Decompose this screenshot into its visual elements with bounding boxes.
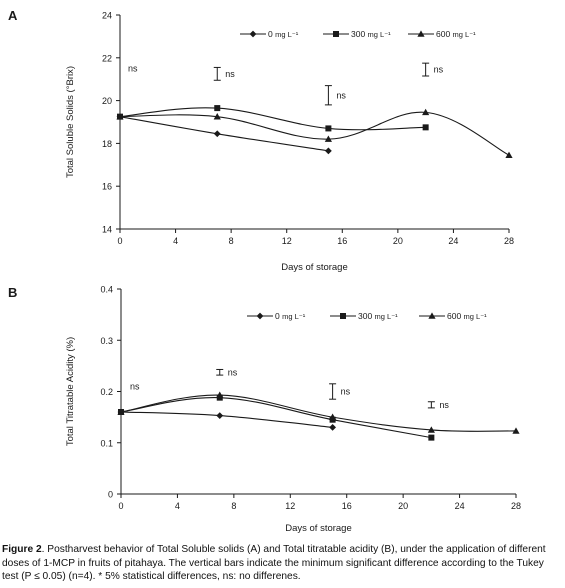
y-tick-label-1-2: 0.2 — [100, 387, 113, 397]
series-line-0-1 — [119, 107, 426, 131]
x-tick-label-0-0: 0 — [117, 236, 122, 246]
y-tick-label-0-1: 16 — [102, 182, 112, 192]
x-tick-label-1-3: 12 — [285, 501, 295, 511]
data-point-1-2-1 — [216, 391, 224, 398]
y-tick-label-0-5: 24 — [102, 11, 112, 21]
data-point-1-0-1 — [216, 412, 224, 419]
x-tick-label-1-0: 0 — [118, 501, 123, 511]
series-line-1-0 — [120, 411, 333, 428]
panel-label-B: B — [8, 285, 17, 300]
y-tick-label-0-4: 22 — [102, 53, 112, 63]
legend-label-0-2: 600 mg L⁻¹ — [436, 29, 476, 39]
annotation-0-0: ns — [128, 64, 138, 74]
data-point-1-2-4 — [512, 427, 520, 434]
chart-svg: A 14 16 18 20 22 24 0 4 8 12 16 20 24 28 Days of storag… — [8, 8, 521, 534]
data-point-0-2-4 — [505, 151, 513, 158]
data-point-1-1-3 — [428, 434, 435, 441]
error-bar-label-0-2: ns — [434, 65, 444, 75]
x-tick-label-0-1: 4 — [173, 236, 178, 246]
x-tick-label-1-6: 24 — [455, 501, 465, 511]
data-point-0-2-3 — [422, 108, 430, 116]
data-point-0-2-0 — [116, 113, 124, 120]
data-point-0-1-3 — [422, 124, 429, 131]
data-point-1-0-2 — [329, 423, 337, 431]
data-point-0-0-1 — [213, 130, 221, 138]
legend-label-1-2: 600 mg L⁻¹ — [447, 311, 487, 321]
y-tick-label-0-0: 14 — [102, 225, 112, 235]
y-tick-label-1-4: 0.4 — [100, 285, 113, 295]
data-point-1-2-0 — [117, 408, 125, 415]
caption-text: . Postharvest behavior of Total Soluble … — [2, 544, 546, 582]
y-tick-label-0-2: 18 — [102, 139, 112, 149]
x-tick-label-1-1: 4 — [175, 501, 180, 511]
y-axis-title-0: Total Soluble Solids (°Brix) — [65, 66, 76, 178]
x-tick-label-1-7: 28 — [511, 501, 521, 511]
legend-label-0-1: 300 mg L⁻¹ — [351, 29, 391, 39]
data-point-0-1-2 — [325, 125, 332, 132]
y-axis-title-1: Total Titratable Acidity (%) — [65, 337, 76, 446]
x-tick-label-1-2: 8 — [231, 501, 236, 511]
error-bar-label-0-1: ns — [336, 90, 346, 100]
legend-label-0-0: 0 mg L⁻¹ — [268, 29, 299, 39]
figure-caption: Figure 2. Postharvest behavior of Total … — [2, 543, 563, 584]
y-tick-label-1-0: 0 — [108, 490, 113, 500]
data-point-1-2-2 — [329, 413, 337, 420]
series-line-1-1 — [120, 397, 432, 439]
x-tick-label-0-4: 16 — [337, 236, 347, 246]
legend-label-1-0: 0 mg L⁻¹ — [275, 311, 306, 321]
panel-label-A: A — [8, 8, 18, 23]
x-tick-label-1-5: 20 — [398, 501, 408, 511]
x-tick-label-0-6: 24 — [448, 236, 458, 246]
y-tick-label-1-1: 0.1 — [100, 438, 113, 448]
legend-marker-0-1 — [333, 31, 339, 37]
legend-label-1-1: 300 mg L⁻¹ — [358, 311, 398, 321]
legend-marker-1-2 — [428, 312, 436, 319]
data-point-0-1-1 — [214, 105, 221, 112]
legend-marker-1-0 — [256, 312, 264, 320]
legend-marker-1-1 — [340, 313, 346, 319]
error-bar-label-0-0: ns — [225, 69, 235, 79]
caption-label: Figure 2 — [2, 544, 42, 555]
x-tick-label-0-3: 12 — [282, 236, 292, 246]
x-tick-label-1-4: 16 — [342, 501, 352, 511]
data-point-1-2-3 — [427, 426, 435, 433]
error-bar-label-1-1: ns — [341, 387, 351, 397]
x-tick-label-0-7: 28 — [504, 236, 514, 246]
y-tick-label-0-3: 20 — [102, 96, 112, 106]
legend-marker-0-2 — [417, 30, 425, 37]
series-line-0-0 — [119, 116, 329, 152]
x-axis-title-1: Days of storage — [285, 523, 352, 534]
y-tick-label-1-3: 0.3 — [100, 336, 113, 346]
annotation-1-0: ns — [130, 381, 140, 391]
error-bar-label-1-2: ns — [439, 400, 449, 410]
x-tick-label-0-2: 8 — [229, 236, 234, 246]
x-tick-label-0-5: 20 — [393, 236, 403, 246]
data-point-0-0-2 — [324, 147, 332, 155]
data-point-0-2-2 — [324, 135, 332, 142]
data-point-0-2-1 — [213, 113, 221, 120]
legend-marker-0-0 — [249, 30, 257, 38]
error-bar-label-1-0: ns — [228, 367, 238, 377]
x-axis-title-0: Days of storage — [281, 262, 348, 273]
